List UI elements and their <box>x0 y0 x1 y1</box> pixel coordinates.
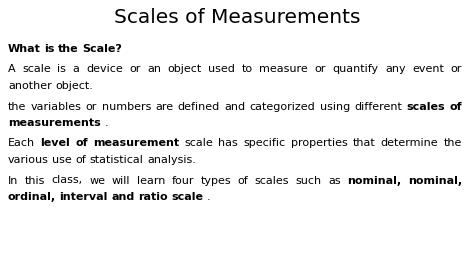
Text: and: and <box>224 102 246 111</box>
Text: statistical: statistical <box>90 155 144 165</box>
Text: are: are <box>155 102 173 111</box>
Text: scales: scales <box>255 176 289 185</box>
Text: In: In <box>8 176 18 185</box>
Text: Scale?: Scale? <box>82 44 122 54</box>
Text: the: the <box>58 44 79 54</box>
Text: object.: object. <box>55 81 93 91</box>
Text: determine: determine <box>381 139 438 148</box>
Text: and: and <box>111 192 135 202</box>
Text: such: such <box>296 176 322 185</box>
Text: scale: scale <box>22 64 51 74</box>
Text: learn: learn <box>137 176 165 185</box>
Text: Scales of Measurements: Scales of Measurements <box>114 8 360 27</box>
Text: scale: scale <box>172 192 203 202</box>
Text: that: that <box>353 139 375 148</box>
Text: or: or <box>315 64 326 74</box>
Text: we: we <box>89 176 105 185</box>
Text: analysis.: analysis. <box>147 155 196 165</box>
Text: a: a <box>73 64 80 74</box>
Text: of: of <box>449 102 462 111</box>
Text: of: of <box>75 139 88 148</box>
Text: ratio: ratio <box>138 192 168 202</box>
Text: measurement: measurement <box>93 139 179 148</box>
Text: is: is <box>57 64 66 74</box>
Text: interval: interval <box>60 192 108 202</box>
Text: measurements: measurements <box>8 118 101 128</box>
Text: nominal,: nominal, <box>347 176 401 185</box>
Text: .: . <box>104 118 108 128</box>
Text: another: another <box>8 81 52 91</box>
Text: to: to <box>242 64 253 74</box>
Text: variables: variables <box>31 102 82 111</box>
Text: What: What <box>8 44 41 54</box>
Text: event: event <box>412 64 444 74</box>
Text: specific: specific <box>244 139 286 148</box>
Text: .: . <box>207 192 210 202</box>
Text: various: various <box>8 155 49 165</box>
Text: Each: Each <box>8 139 35 148</box>
Text: the: the <box>8 102 27 111</box>
Text: defined: defined <box>178 102 220 111</box>
Text: as: as <box>328 176 341 185</box>
Text: of: of <box>76 155 86 165</box>
Text: A: A <box>8 64 16 74</box>
Text: used: used <box>209 64 235 74</box>
Text: is: is <box>45 44 55 54</box>
Text: ordinal,: ordinal, <box>8 192 56 202</box>
Text: use: use <box>52 155 72 165</box>
Text: or: or <box>451 64 462 74</box>
Text: scales: scales <box>406 102 445 111</box>
Text: device: device <box>86 64 123 74</box>
Text: any: any <box>385 64 406 74</box>
Text: types: types <box>201 176 231 185</box>
Text: will: will <box>112 176 130 185</box>
Text: object: object <box>168 64 202 74</box>
Text: this: this <box>25 176 45 185</box>
Text: of: of <box>237 176 248 185</box>
Text: or: or <box>129 64 141 74</box>
Text: has: has <box>219 139 238 148</box>
Text: or: or <box>86 102 97 111</box>
Text: nominal,: nominal, <box>408 176 462 185</box>
Text: different: different <box>354 102 402 111</box>
Text: properties: properties <box>291 139 347 148</box>
Text: scale: scale <box>184 139 213 148</box>
Text: the: the <box>444 139 462 148</box>
Text: four: four <box>172 176 194 185</box>
Text: numbers: numbers <box>101 102 151 111</box>
Text: class,: class, <box>52 176 83 185</box>
Text: using: using <box>319 102 350 111</box>
Text: categorized: categorized <box>250 102 315 111</box>
Text: level: level <box>40 139 70 148</box>
Text: measure: measure <box>259 64 308 74</box>
Text: quantify: quantify <box>333 64 379 74</box>
Text: an: an <box>147 64 161 74</box>
